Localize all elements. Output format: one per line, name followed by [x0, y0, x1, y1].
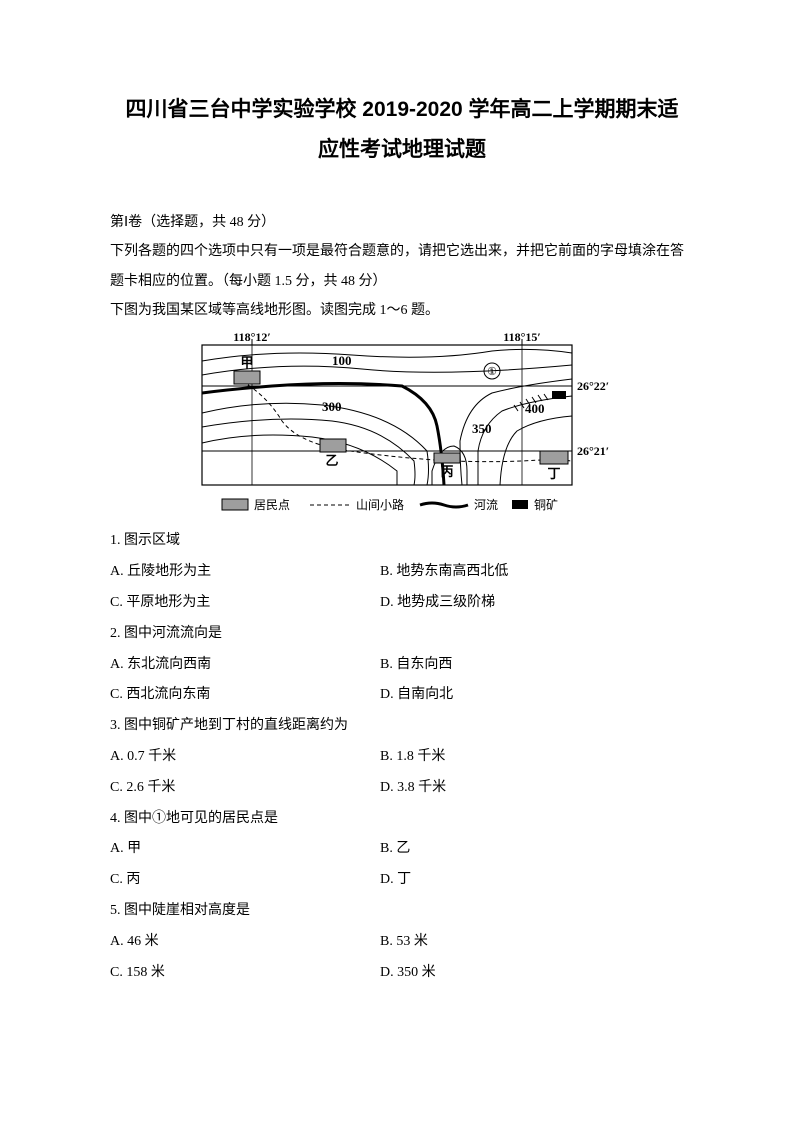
svg-text:铜矿: 铜矿 — [534, 497, 558, 512]
q5-option-b: B. 53 米 — [380, 927, 694, 958]
q5-stem: 5. 图中陡崖相对高度是 — [110, 896, 694, 927]
question-4: 4. 图中①地可见的居民点是 A. 甲 B. 乙 C. 丙 D. 丁 — [110, 804, 694, 896]
figure-intro: 下图为我国某区域等高线地形图。读图完成 1～6 题。 — [110, 296, 694, 325]
q1-option-d: D. 地势成三级阶梯 — [380, 588, 694, 619]
svg-text:100: 100 — [332, 353, 352, 368]
q3-option-a: A. 0.7 千米 — [110, 742, 380, 773]
question-5: 5. 图中陡崖相对高度是 A. 46 米 B. 53 米 C. 158 米 D.… — [110, 896, 694, 988]
q2-option-b: B. 自东向西 — [380, 650, 694, 681]
svg-text:丁: 丁 — [547, 466, 560, 481]
svg-text:丙: 丙 — [440, 464, 453, 479]
svg-text:居民点: 居民点 — [254, 498, 290, 512]
svg-text:300: 300 — [322, 399, 342, 414]
q3-option-c: C. 2.6 千米 — [110, 773, 380, 804]
svg-text:400: 400 — [525, 401, 545, 416]
q4-option-c: C. 丙 — [110, 865, 380, 896]
contour-map: 118°12′ 118°15′ 26°22′ 26°21′ 100 300 35… — [182, 331, 622, 516]
svg-text:河流: 河流 — [474, 498, 498, 512]
svg-text:350: 350 — [472, 421, 492, 436]
svg-text:26°22′: 26°22′ — [577, 379, 609, 393]
svg-text:26°21′: 26°21′ — [577, 444, 609, 458]
q4-option-b: B. 乙 — [380, 834, 694, 865]
q2-stem: 2. 图中河流流向是 — [110, 619, 694, 650]
q4-option-a: A. 甲 — [110, 834, 380, 865]
q5-option-a: A. 46 米 — [110, 927, 380, 958]
svg-text:山间小路: 山间小路 — [356, 497, 404, 512]
q3-stem: 3. 图中铜矿产地到丁村的直线距离约为 — [110, 711, 694, 742]
q2-option-a: A. 东北流向西南 — [110, 650, 380, 681]
section-instruction: 下列各题的四个选项中只有一项是最符合题意的，请把它选出来，并把它前面的字母填涂在… — [110, 237, 694, 296]
q5-option-c: C. 158 米 — [110, 958, 380, 989]
question-1: 1. 图示区域 A. 丘陵地形为主 B. 地势东南高西北低 C. 平原地形为主 … — [110, 526, 694, 618]
svg-text:乙: 乙 — [325, 453, 338, 468]
svg-text:甲: 甲 — [240, 355, 253, 370]
q2-option-c: C. 西北流向东南 — [110, 680, 380, 711]
q2-option-d: D. 自南向北 — [380, 680, 694, 711]
section-header: 第Ⅰ卷（选择题，共 48 分） — [110, 208, 694, 237]
q1-option-c: C. 平原地形为主 — [110, 588, 380, 619]
question-3: 3. 图中铜矿产地到丁村的直线距离约为 A. 0.7 千米 B. 1.8 千米 … — [110, 711, 694, 803]
svg-text:①: ① — [487, 366, 497, 378]
q1-option-b: B. 地势东南高西北低 — [380, 557, 694, 588]
q3-option-b: B. 1.8 千米 — [380, 742, 694, 773]
q4-stem: 4. 图中①地可见的居民点是 — [110, 804, 694, 835]
q1-stem: 1. 图示区域 — [110, 526, 694, 557]
q5-option-d: D. 350 米 — [380, 958, 694, 989]
q4-option-d: D. 丁 — [380, 865, 694, 896]
svg-text:118°15′: 118°15′ — [503, 331, 541, 344]
question-2: 2. 图中河流流向是 A. 东北流向西南 B. 自东向西 C. 西北流向东南 D… — [110, 619, 694, 711]
svg-text:118°12′: 118°12′ — [233, 331, 271, 344]
title-line-1: 四川省三台中学实验学校 2019-2020 学年高二上学期期末适 — [110, 90, 694, 130]
q3-option-d: D. 3.8 千米 — [380, 773, 694, 804]
title-line-2: 应性考试地理试题 — [110, 130, 694, 170]
q1-option-a: A. 丘陵地形为主 — [110, 557, 380, 588]
